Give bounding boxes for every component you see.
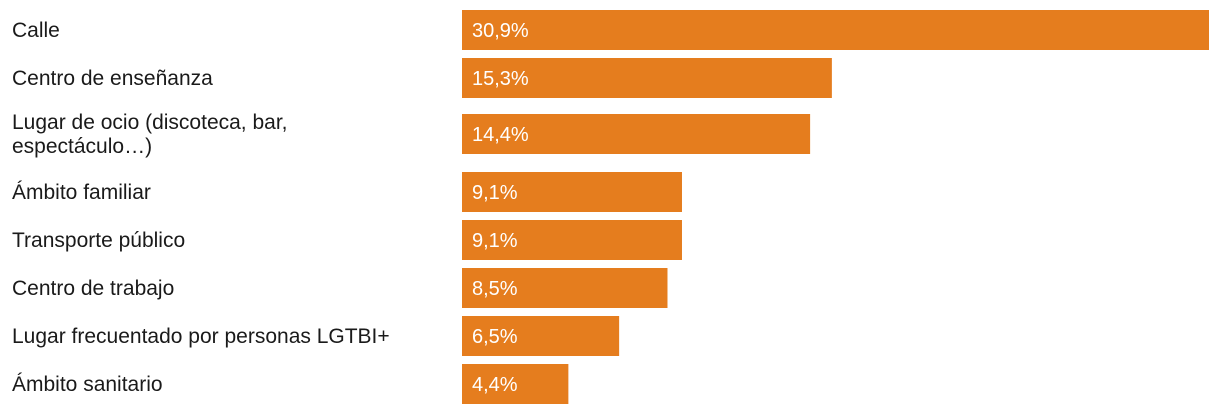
category-label: Ámbito familiar xyxy=(12,181,151,204)
bar xyxy=(462,172,682,212)
bar xyxy=(462,364,569,404)
bar-value-label: 14,4% xyxy=(472,124,529,146)
bar-value-label: 4,4% xyxy=(472,374,518,396)
category-label: Centro de trabajo xyxy=(12,277,174,300)
category-label: Ámbito sanitario xyxy=(12,373,163,396)
bar-value-label: 6,5% xyxy=(472,326,518,348)
bar xyxy=(462,268,668,308)
bar xyxy=(462,220,682,260)
category-label: Lugar de ocio (discoteca, bar, xyxy=(12,111,288,134)
category-label: espectáculo…) xyxy=(12,135,152,158)
bar-value-label: 9,1% xyxy=(472,230,518,252)
bar xyxy=(462,58,832,98)
bar-value-label: 9,1% xyxy=(472,182,518,204)
bar-value-label: 15,3% xyxy=(472,68,529,90)
bar xyxy=(462,316,620,356)
category-label: Lugar frecuentado por personas LGTBI+ xyxy=(12,325,390,348)
bar xyxy=(462,10,1209,50)
category-label: Centro de enseñanza xyxy=(12,67,213,90)
category-label: Calle xyxy=(12,19,60,42)
bar xyxy=(462,114,811,154)
bar-value-label: 30,9% xyxy=(472,20,529,42)
bar-value-label: 8,5% xyxy=(472,278,518,300)
category-label: Transporte público xyxy=(12,229,185,252)
